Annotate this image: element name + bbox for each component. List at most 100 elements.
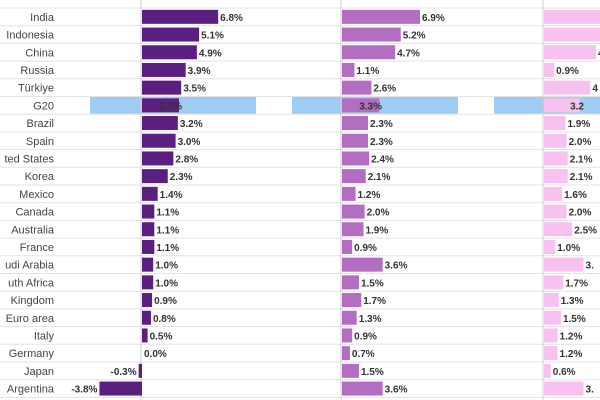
data-label: 1.5% <box>563 314 586 325</box>
data-label: 1.9% <box>365 225 388 236</box>
category-label: Canada <box>15 207 54 219</box>
data-label: 1.1% <box>356 66 379 77</box>
bar <box>544 346 558 361</box>
bar <box>142 151 174 166</box>
category-label: Australia <box>11 224 55 236</box>
data-label: 2.8% <box>175 154 198 165</box>
data-label: 1.7% <box>363 296 386 307</box>
bar <box>544 151 568 166</box>
bar <box>342 80 372 95</box>
data-label: 1.0% <box>155 278 178 289</box>
data-label: 2.0% <box>569 208 592 219</box>
data-label: 1.1% <box>156 243 179 254</box>
data-label: -3.8% <box>71 385 97 396</box>
bar <box>342 133 368 148</box>
data-label: 1.5% <box>361 367 384 378</box>
data-label: 2.1% <box>570 172 593 183</box>
bar <box>342 257 383 272</box>
data-label: 3.3% <box>359 101 382 112</box>
bar <box>544 186 563 201</box>
data-label: 2.0% <box>569 137 592 148</box>
data-label: 2.1% <box>368 172 391 183</box>
bar <box>342 151 370 166</box>
data-label: 1.5% <box>361 278 384 289</box>
bar <box>544 62 555 77</box>
data-label: 3.9% <box>188 66 211 77</box>
category-label: Korea <box>25 171 55 183</box>
bar <box>342 275 359 290</box>
bar <box>342 98 380 113</box>
bar <box>142 27 200 42</box>
bar <box>342 328 353 343</box>
bar <box>342 204 365 219</box>
data-label: 2.5% <box>574 225 597 236</box>
data-label: 5.1% <box>201 31 224 42</box>
bar <box>142 275 154 290</box>
bar <box>99 381 142 396</box>
data-label: 2.3% <box>170 172 193 183</box>
data-label: 3. <box>586 261 595 272</box>
data-label: 2.3% <box>370 119 393 130</box>
data-label: 0.0% <box>144 349 167 360</box>
data-label: 0.8% <box>153 314 176 325</box>
bar <box>544 133 567 148</box>
bar <box>342 346 350 361</box>
data-label: 0.9% <box>354 243 377 254</box>
bar <box>142 98 179 113</box>
bar <box>342 186 356 201</box>
bar <box>142 9 219 24</box>
data-label: 1.0% <box>557 243 580 254</box>
bar <box>142 45 197 60</box>
data-label: 1.1% <box>156 208 179 219</box>
category-label: China <box>25 47 55 59</box>
bar <box>544 257 584 272</box>
category-label: G20 <box>33 100 54 112</box>
bar <box>544 204 567 219</box>
bar <box>342 310 357 325</box>
data-label: 6.8% <box>220 13 243 24</box>
data-label: 3. <box>586 385 595 396</box>
data-label: 4.9% <box>199 48 222 59</box>
data-label: 1.3% <box>359 314 382 325</box>
bar <box>142 257 154 272</box>
category-label: Spain <box>26 136 54 148</box>
data-label: 4 <box>598 48 600 59</box>
data-label: 0.9% <box>154 296 177 307</box>
data-label: 1.2% <box>560 349 583 360</box>
bar <box>142 116 178 131</box>
data-label: 0.9% <box>354 331 377 342</box>
data-label: 3.6% <box>385 261 408 272</box>
bar <box>544 116 566 131</box>
category-label: Germany <box>9 348 55 360</box>
data-label: -0.3% <box>111 367 137 378</box>
bar <box>544 363 551 378</box>
bar <box>342 27 401 42</box>
category-label: Mexico <box>19 189 54 201</box>
bar <box>342 222 364 237</box>
category-label: Türkiye <box>18 83 54 95</box>
bar <box>544 222 573 237</box>
bar <box>142 328 148 343</box>
bar <box>544 275 564 290</box>
bar <box>142 80 182 95</box>
bar <box>142 239 155 254</box>
bar <box>544 80 591 95</box>
data-label: 2.0% <box>367 208 390 219</box>
data-label: 1.3% <box>561 296 584 307</box>
data-label: 1.2% <box>358 190 381 201</box>
bar <box>342 381 383 396</box>
bar <box>544 239 556 254</box>
category-label: Kingdom <box>11 295 54 307</box>
bar <box>544 9 600 24</box>
bar <box>142 222 155 237</box>
data-label: 1.4% <box>160 190 183 201</box>
bar <box>342 169 366 184</box>
data-label: 0.6% <box>553 367 576 378</box>
data-label: 0.7% <box>352 349 375 360</box>
bar <box>544 328 558 343</box>
bar <box>544 169 568 184</box>
bar <box>544 98 581 113</box>
category-label: Italy <box>34 330 55 342</box>
bar <box>142 310 151 325</box>
